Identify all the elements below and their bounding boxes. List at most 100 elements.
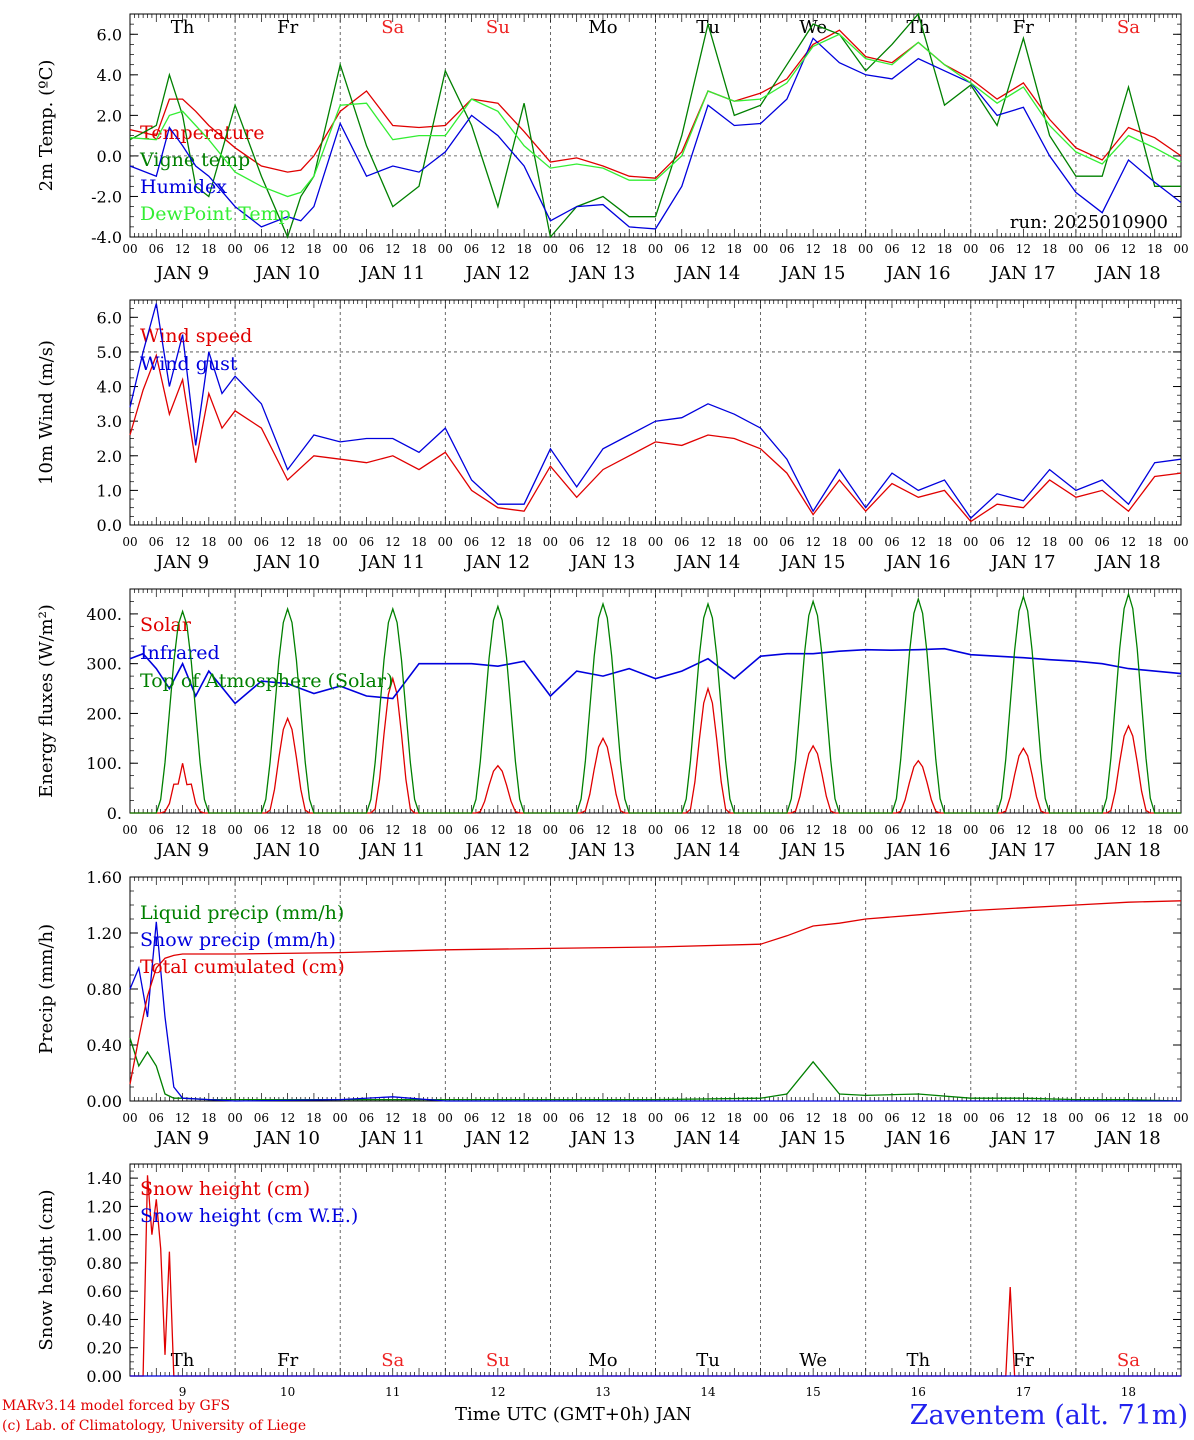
x-hour-label: 18 — [832, 242, 847, 256]
x-hour-label: 18 — [411, 242, 426, 256]
y-tick-label: -4.0 — [91, 228, 122, 247]
series-line-liquid-precip-mm-h- — [129, 1037, 1182, 1102]
x-date-label: JAN 10 — [253, 552, 320, 573]
x-hour-label: 12 — [700, 1111, 715, 1125]
x-hour-label: 00 — [1173, 823, 1188, 837]
x-day-number: 11 — [385, 1385, 400, 1398]
weekday-label: Fr — [1013, 17, 1034, 38]
x-hour-label: 18 — [727, 242, 742, 256]
meteogram: -4.0 -2.0 0.0 2.0 4.0 6.0 2m Temp. (ºC) 00 06 12 1… — [36, 12, 1189, 1398]
x-hour-label: 18 — [516, 242, 531, 256]
x-day-number: 10 — [280, 1385, 295, 1398]
x-hour-label: 06 — [884, 1111, 899, 1125]
weekday-label: Fr — [277, 1350, 298, 1371]
y-tick-label: 1.00 — [86, 1226, 122, 1245]
y-tick-label: 0.0 — [97, 516, 122, 535]
y-tick-label: 1.40 — [86, 1169, 122, 1188]
weekday-label: Tu — [696, 1350, 720, 1371]
x-hour-label: 12 — [1121, 242, 1136, 256]
x-hour-label: 00 — [543, 535, 558, 549]
x-date-label: JAN 14 — [674, 552, 741, 573]
x-hour-label: 12 — [806, 535, 821, 549]
series-line-wind-gust — [129, 303, 1182, 520]
weekday-label: Sa — [381, 1350, 404, 1371]
y-tick-label: 300. — [86, 655, 122, 674]
x-hour-label: 06 — [569, 823, 584, 837]
x-hour-label: 12 — [385, 242, 400, 256]
legend-entry: Snow precip (mm/h) — [140, 929, 336, 951]
weekday-label: Su — [486, 1350, 510, 1371]
x-date-label: JAN 11 — [358, 263, 425, 284]
x-hour-label: 00 — [543, 242, 558, 256]
weekday-label: Th — [906, 1350, 930, 1371]
y-tick-label: 0.60 — [86, 1282, 122, 1301]
x-hour-label: 06 — [464, 535, 479, 549]
x-hour-label: 00 — [1068, 242, 1083, 256]
x-hour-label: 12 — [280, 535, 295, 549]
x-hour-label: 00 — [438, 242, 453, 256]
series-line-total-cumulated-cm- — [129, 900, 1182, 1085]
x-hour-label: 06 — [359, 823, 374, 837]
x-hour-label: 12 — [700, 823, 715, 837]
x-hour-label: 12 — [806, 823, 821, 837]
y-tick-label: -2.0 — [91, 187, 122, 206]
x-hour-label: 12 — [1016, 823, 1031, 837]
x-date-label: JAN 14 — [674, 1128, 741, 1149]
x-date-label: JAN 18 — [1094, 552, 1161, 573]
x-date-label: JAN 12 — [464, 263, 531, 284]
x-hour-label: 06 — [779, 1111, 794, 1125]
x-hour-label: 00 — [1068, 535, 1083, 549]
y-tick-label: 4.0 — [97, 66, 122, 85]
x-hour-label: 00 — [122, 1111, 137, 1125]
x-hour-label: 06 — [989, 1111, 1004, 1125]
x-hour-label: 12 — [175, 1111, 190, 1125]
x-hour-label: 06 — [569, 535, 584, 549]
x-hour-label: 00 — [963, 242, 978, 256]
x-hour-label: 18 — [1147, 535, 1162, 549]
legend-entry: Wind speed — [140, 325, 252, 347]
x-hour-label: 00 — [648, 535, 663, 549]
weekday-label: Mo — [588, 17, 617, 38]
y-tick-label: 0.0 — [97, 147, 122, 166]
x-hour-label: 00 — [648, 242, 663, 256]
x-hour-label: 18 — [1147, 1111, 1162, 1125]
x-hour-label: 06 — [254, 535, 269, 549]
x-hour-label: 12 — [1121, 1111, 1136, 1125]
x-hour-label: 18 — [937, 1111, 952, 1125]
series-line-vigne-temp — [129, 12, 1181, 239]
y-tick-label: 3.0 — [97, 412, 122, 431]
y-tick-label: 6.0 — [97, 308, 122, 327]
x-day-number: 16 — [911, 1385, 926, 1398]
x-hour-label: 18 — [306, 535, 321, 549]
x-hour-label: 18 — [937, 823, 952, 837]
legend-entry: Vigne temp — [139, 149, 250, 171]
y-axis-label: Snow height (cm) — [36, 1189, 57, 1350]
x-hour-label: 00 — [1068, 823, 1083, 837]
x-hour-label: 06 — [884, 535, 899, 549]
weekday-label: Fr — [1013, 1350, 1034, 1371]
y-tick-label: 0. — [107, 804, 122, 823]
x-hour-label: 00 — [227, 1111, 242, 1125]
legend-entry: Total cumulated (cm) — [140, 956, 345, 978]
series-line-wind-speed — [129, 353, 1182, 523]
y-axis-label: Precip (mm/h) — [36, 924, 57, 1054]
y-tick-label: 100. — [86, 754, 122, 773]
series-line-dewpoint-temp — [129, 33, 1182, 198]
y-tick-label: 0.20 — [86, 1339, 122, 1358]
x-hour-label: 12 — [490, 535, 505, 549]
y-tick-label: 1.20 — [86, 924, 122, 943]
x-date-label: JAN 12 — [464, 1128, 531, 1149]
x-hour-label: 00 — [963, 535, 978, 549]
x-hour-label: 12 — [385, 823, 400, 837]
x-hour-label: 06 — [989, 535, 1004, 549]
x-date-label: JAN 9 — [154, 263, 209, 284]
model-credit: MARv3.14 model forced by GFS — [2, 1398, 231, 1414]
x-date-label: JAN 10 — [253, 840, 320, 861]
x-hour-label: 00 — [122, 242, 137, 256]
y-tick-label: 0.80 — [86, 980, 122, 999]
x-hour-label: 06 — [149, 535, 164, 549]
x-hour-label: 18 — [411, 1111, 426, 1125]
x-hour-label: 18 — [201, 823, 216, 837]
y-tick-label: 5.0 — [97, 343, 122, 362]
x-hour-label: 12 — [1016, 535, 1031, 549]
